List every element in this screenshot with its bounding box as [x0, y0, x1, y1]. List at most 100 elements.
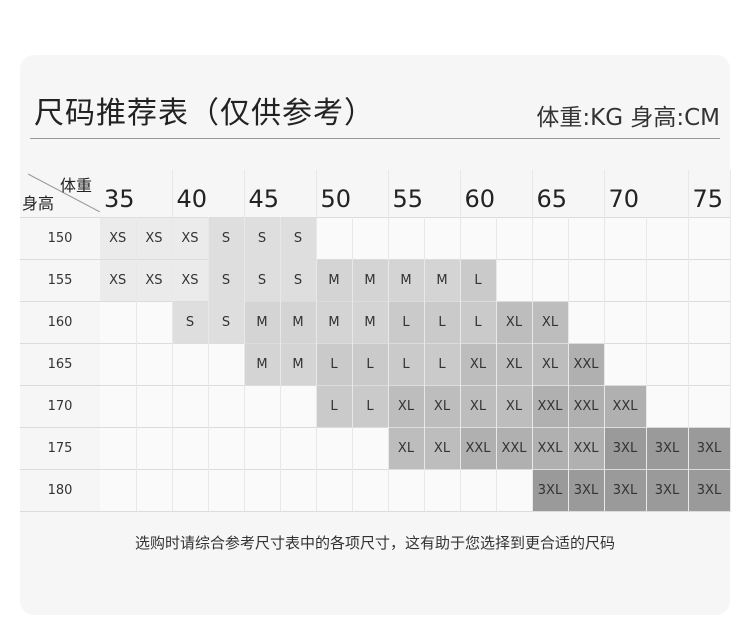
size-cell: 3XL: [646, 469, 689, 512]
size-cell: [100, 427, 137, 470]
size-cell: [460, 469, 497, 512]
height-label: 170: [20, 385, 100, 428]
size-cell: [568, 259, 605, 302]
size-cell: XL: [424, 385, 461, 428]
size-cell: 3XL: [532, 469, 569, 512]
size-cell: [280, 427, 317, 470]
size-cell: XXL: [460, 427, 497, 470]
size-cell: [172, 343, 209, 386]
size-cell: [352, 469, 389, 512]
weight-header: 50: [316, 170, 389, 218]
size-cell: [532, 259, 569, 302]
size-cell: [244, 469, 281, 512]
weight-header: 60: [460, 170, 533, 218]
height-label: 160: [20, 301, 100, 344]
size-cell: [688, 385, 731, 428]
size-cell: 3XL: [604, 469, 647, 512]
size-cell: [646, 343, 689, 386]
size-cell: [316, 427, 353, 470]
size-cell: M: [352, 259, 389, 302]
weight-header: 45: [244, 170, 317, 218]
size-cell: [646, 385, 689, 428]
size-cell: M: [280, 301, 317, 344]
size-cell: [352, 427, 389, 470]
size-cell: M: [280, 343, 317, 386]
size-cell: XXL: [532, 385, 569, 428]
size-cell: XXL: [568, 343, 605, 386]
size-cell: [604, 301, 647, 344]
size-cell: 3XL: [688, 469, 731, 512]
size-cell: XL: [496, 343, 533, 386]
size-cell: XS: [100, 217, 137, 260]
diagonal-line: [28, 173, 100, 212]
size-cell: [208, 427, 245, 470]
size-cell: [208, 343, 245, 386]
size-cell: [604, 259, 647, 302]
size-cell: S: [208, 217, 245, 260]
size-cell: M: [244, 301, 281, 344]
size-table: 体重 身高 35 40 45 50 55 60 65 70 75 150 XS XS XS S S S 155…: [20, 170, 731, 512]
weight-header: 40: [172, 170, 245, 218]
size-cell: L: [460, 259, 497, 302]
size-cell: XXL: [568, 427, 605, 470]
size-cell: [646, 259, 689, 302]
size-cell: [136, 469, 173, 512]
size-cell: [496, 217, 533, 260]
size-cell: 3XL: [568, 469, 605, 512]
size-cell: [388, 217, 425, 260]
table-row: 170 L L XL XL XL XL XXL XXL XXL: [20, 385, 731, 428]
size-cell: XL: [388, 385, 425, 428]
size-cell: [136, 427, 173, 470]
size-cell: [424, 469, 461, 512]
size-cell: [352, 217, 389, 260]
size-cell: [688, 301, 731, 344]
size-cell: M: [316, 301, 353, 344]
size-cell: XL: [460, 343, 497, 386]
units-label: 体重:KG 身高:CM: [536, 105, 720, 131]
table-row: 165 M M L L L L XL XL XL XXL: [20, 343, 731, 386]
size-cell: M: [424, 259, 461, 302]
size-cell: [316, 469, 353, 512]
size-cell: [532, 217, 569, 260]
size-cell: XS: [172, 217, 209, 260]
size-cell: L: [460, 301, 497, 344]
size-cell: 3XL: [688, 427, 731, 470]
size-cell: [172, 427, 209, 470]
size-cell: [100, 385, 137, 428]
size-cell: [646, 301, 689, 344]
size-cell: [496, 259, 533, 302]
height-label: 155: [20, 259, 100, 302]
size-cell: [208, 469, 245, 512]
size-cell: [100, 469, 137, 512]
size-cell: [280, 469, 317, 512]
weight-header: 35: [100, 170, 173, 218]
size-cell: L: [388, 301, 425, 344]
size-cell: L: [424, 301, 461, 344]
size-cell: [568, 301, 605, 344]
table-row: 160 S S M M M M L L L XL XL: [20, 301, 731, 344]
weight-header: 55: [388, 170, 461, 218]
size-cell: [688, 259, 731, 302]
size-cell: XL: [496, 385, 533, 428]
weight-header-row: 体重 身高 35 40 45 50 55 60 65 70 75: [20, 170, 731, 218]
size-cell: XXL: [604, 385, 647, 428]
size-cell: XL: [388, 427, 425, 470]
size-cell: [136, 343, 173, 386]
size-cell: M: [352, 301, 389, 344]
table-row: 150 XS XS XS S S S: [20, 217, 731, 260]
size-cell: S: [208, 301, 245, 344]
size-cell: XL: [424, 427, 461, 470]
size-cell: [460, 217, 497, 260]
size-cell: [316, 217, 353, 260]
size-cell: M: [388, 259, 425, 302]
size-cell: [172, 385, 209, 428]
size-cell: S: [172, 301, 209, 344]
height-label: 175: [20, 427, 100, 470]
size-cell: 3XL: [604, 427, 647, 470]
size-cell: L: [352, 343, 389, 386]
size-cell: L: [424, 343, 461, 386]
table-row: 175 XL XL XXL XXL XXL XXL 3XL 3XL 3XL: [20, 427, 731, 470]
size-cell: XXL: [532, 427, 569, 470]
size-cell: [604, 217, 647, 260]
height-label: 165: [20, 343, 100, 386]
